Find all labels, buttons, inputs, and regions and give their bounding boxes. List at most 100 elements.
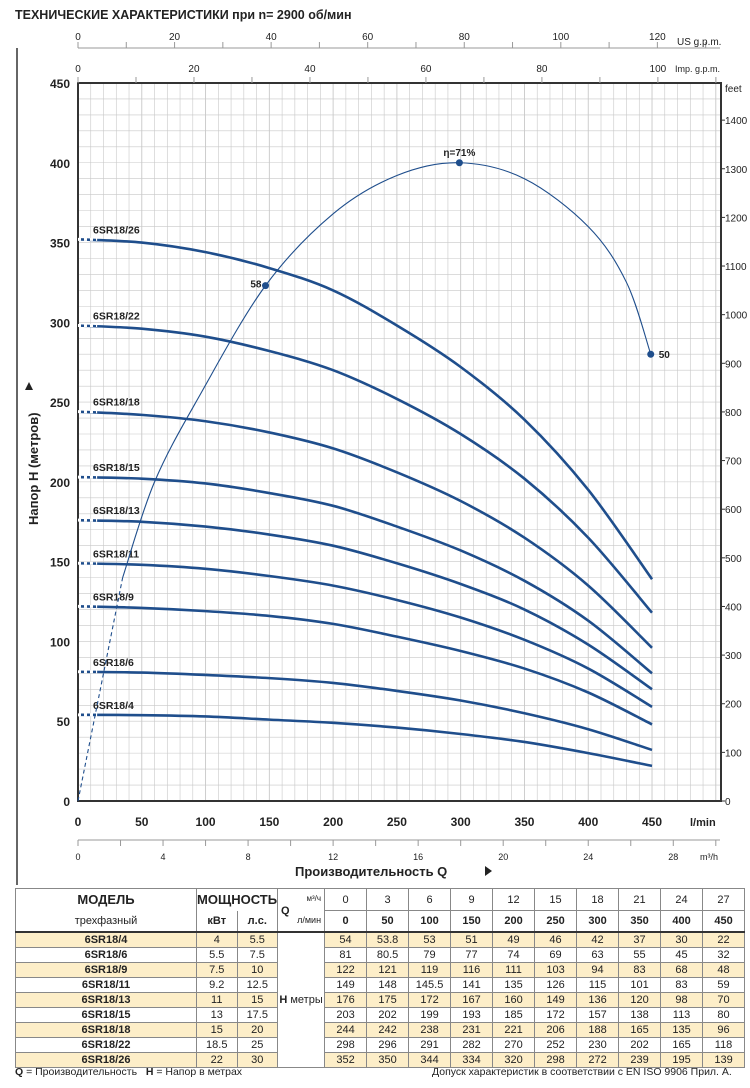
- head-value-cell: 188: [576, 1021, 620, 1038]
- kw-cell: 13: [196, 1006, 238, 1023]
- m3h-header-cell: 24: [660, 888, 704, 911]
- us-gpm-tick-label: 100: [552, 32, 569, 43]
- table-row: 6SR18/22 18.5 25 298 296 291 282 270 252 230 202 16…: [15, 1036, 746, 1053]
- head-value-cell: 165: [660, 1036, 704, 1053]
- feet-tick-label: 1300: [725, 165, 748, 176]
- model-cell: 6SR18/9: [15, 961, 197, 978]
- pump-curve-line: [77, 605, 653, 726]
- feet-tick-label: 100: [725, 748, 742, 759]
- pump-curve-label: 6SR18/6: [93, 657, 134, 669]
- pump-curve-6SR18-22: [77, 324, 654, 614]
- hp-cell: 30: [236, 1051, 279, 1068]
- x-tick-label: 150: [259, 815, 279, 829]
- legend-q: Q: [15, 1066, 24, 1078]
- feet-tick-label: 0: [725, 797, 731, 808]
- head-value-cell: 202: [618, 1036, 662, 1053]
- head-value-cell: 48: [702, 961, 746, 978]
- head-value-cell: 244: [324, 1021, 368, 1038]
- head-value-cell: 53.8: [366, 931, 410, 948]
- head-value-cell: 121: [366, 961, 410, 978]
- table-row: 6SR18/13 11 15 176 175 172 167 160 149 136 120 98 70: [15, 991, 746, 1008]
- kw-cell: 4: [196, 931, 238, 948]
- head-value-cell: 42: [576, 931, 620, 948]
- imp-gpm-tick-label: 100: [650, 64, 667, 75]
- pump-curve-label: 6SR18/11: [93, 548, 139, 560]
- table-row: 6SR18/15 13 17.5 203 202 199 193 185 172 157 138 11…: [15, 1006, 746, 1023]
- head-value-cell: 54: [324, 931, 368, 948]
- y-tick-label: 50: [57, 715, 71, 729]
- y-tick-label: 100: [50, 635, 70, 649]
- head-value-cell: 45: [660, 946, 704, 963]
- head-value-cell: 37: [618, 931, 662, 948]
- head-value-cell: 46: [534, 931, 578, 948]
- q-header: Q м³/ч л/мин: [277, 888, 326, 932]
- kw-cell: 15: [196, 1021, 238, 1038]
- head-value-cell: 139: [702, 1051, 746, 1068]
- pump-curve-line: [77, 324, 654, 614]
- head-value-cell: 239: [618, 1051, 662, 1068]
- y-tick-label: 250: [50, 396, 70, 410]
- head-value-cell: 238: [408, 1021, 452, 1038]
- pump-curve-line: [77, 561, 653, 708]
- head-value-cell: 115: [576, 976, 620, 993]
- pump-curve-6SR18-4: [77, 713, 653, 768]
- power-header: МОЩНОСТЬ: [195, 888, 279, 911]
- head-value-cell: 230: [576, 1036, 620, 1053]
- head-value-cell: 135: [492, 976, 536, 993]
- m3h-header-cell: 15: [534, 888, 578, 911]
- x-tick-label: 100: [196, 815, 216, 829]
- kw-cell: 18.5: [196, 1036, 238, 1053]
- head-value-cell: 101: [618, 976, 662, 993]
- m3h-unit-label: m³/h: [700, 852, 718, 862]
- h-label: H: [279, 993, 288, 1006]
- head-value-cell: 202: [366, 1006, 410, 1023]
- y-axis-label: Напор H (метров): [26, 412, 41, 525]
- head-value-cell: 141: [450, 976, 494, 993]
- head-value-cell: 120: [618, 991, 662, 1008]
- hp-cell: 10: [236, 961, 279, 978]
- efficiency-point: [262, 282, 270, 290]
- feet-tick-label: 900: [725, 359, 742, 370]
- feet-tick-label: 1000: [725, 311, 748, 322]
- pump-curve-line: [77, 713, 653, 768]
- y-tick-label: 350: [50, 237, 70, 251]
- model-cell: 6SR18/18: [15, 1021, 197, 1038]
- kw-cell: 7.5: [196, 961, 238, 978]
- head-value-cell: 69: [534, 946, 578, 963]
- pump-curve-6SR18-18: [77, 410, 653, 649]
- hp-cell: 15: [236, 991, 279, 1008]
- lmin-header-cell: 200: [492, 910, 536, 932]
- lmin-header-cell: 150: [450, 910, 494, 932]
- model-sub: трехфазный: [15, 910, 197, 932]
- pump-curve-6SR18-6: [77, 670, 653, 752]
- head-value-cell: 165: [618, 1021, 662, 1038]
- x-tick-label: 350: [514, 815, 534, 829]
- efficiency-curve-dashed: [77, 577, 124, 802]
- model-cell: 6SR18/22: [15, 1036, 197, 1053]
- pump-curve-line: [77, 410, 653, 649]
- efficiency-point: [455, 159, 463, 167]
- legend-q-text: = Производительность: [23, 1066, 138, 1078]
- head-value-cell: 352: [324, 1051, 368, 1068]
- head-value-cell: 119: [408, 961, 452, 978]
- m3h-tick-label: 4: [161, 852, 166, 862]
- head-value-cell: 118: [702, 1036, 746, 1053]
- head-value-cell: 55: [618, 946, 662, 963]
- m3h-tick-label: 0: [75, 852, 80, 862]
- m3h-tick-label: 20: [498, 852, 508, 862]
- head-value-cell: 32: [702, 946, 746, 963]
- head-value-cell: 157: [576, 1006, 620, 1023]
- head-value-cell: 81: [324, 946, 368, 963]
- head-value-cell: 270: [492, 1036, 536, 1053]
- q-label: Q: [281, 905, 290, 917]
- m3h-tick-label: 28: [668, 852, 678, 862]
- head-value-cell: 334: [450, 1051, 494, 1068]
- head-value-cell: 103: [534, 961, 578, 978]
- feet-unit-label: feet: [725, 84, 742, 95]
- imp-gpm-tick-label: 0: [75, 64, 81, 75]
- head-value-cell: 136: [576, 991, 620, 1008]
- head-value-cell: 111: [492, 961, 536, 978]
- model-cell: 6SR18/4: [15, 931, 197, 948]
- head-value-cell: 149: [534, 991, 578, 1008]
